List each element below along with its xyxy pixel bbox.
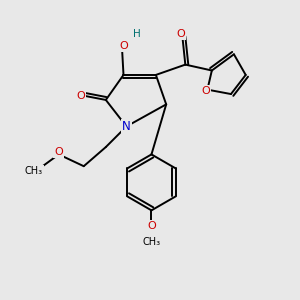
Text: CH₃: CH₃ (142, 237, 160, 247)
Text: O: O (176, 29, 185, 39)
Text: H: H (133, 29, 141, 39)
Text: O: O (119, 41, 128, 51)
Text: O: O (202, 86, 210, 96)
Text: O: O (54, 147, 63, 157)
Text: O: O (147, 221, 156, 231)
Text: O: O (76, 91, 85, 100)
Text: N: N (122, 120, 131, 133)
Text: CH₃: CH₃ (25, 166, 43, 176)
